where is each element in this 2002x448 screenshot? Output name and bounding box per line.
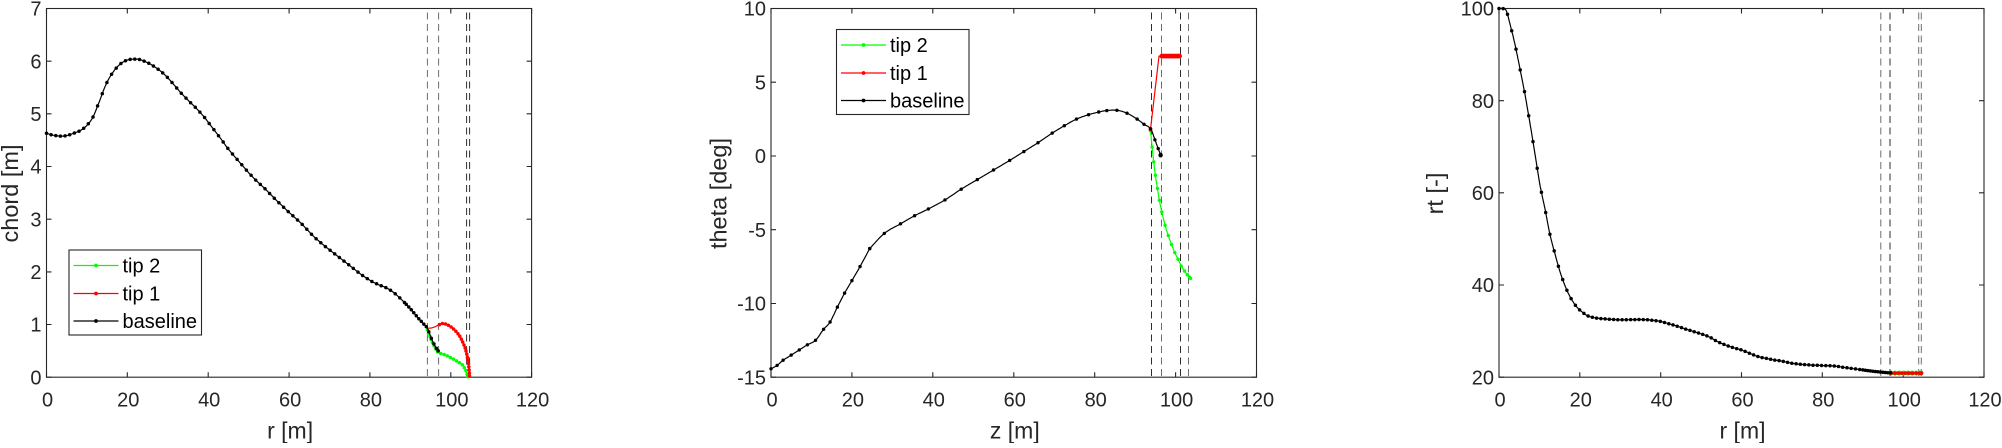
svg-text:100: 100	[1461, 0, 1494, 21]
svg-text:baseline: baseline	[890, 91, 965, 113]
svg-text:100: 100	[1160, 390, 1193, 412]
svg-text:tip 1: tip 1	[123, 284, 161, 306]
svg-text:r [m]: r [m]	[267, 418, 313, 444]
svg-text:r [m]: r [m]	[1720, 418, 1766, 444]
svg-text:z [m]: z [m]	[990, 418, 1040, 444]
svg-text:20: 20	[117, 390, 139, 412]
svg-text:tip 2: tip 2	[890, 35, 928, 57]
svg-text:120: 120	[1241, 390, 1274, 412]
svg-text:0: 0	[42, 390, 53, 412]
svg-text:40: 40	[1472, 275, 1494, 297]
svg-text:0: 0	[1494, 390, 1505, 412]
svg-text:tip 1: tip 1	[890, 63, 928, 85]
svg-text:theta [deg]: theta [deg]	[706, 138, 732, 249]
svg-text:-5: -5	[748, 220, 766, 242]
svg-text:1: 1	[30, 315, 41, 337]
svg-text:-10: -10	[737, 294, 766, 316]
svg-text:100: 100	[1888, 390, 1921, 412]
svg-text:20: 20	[842, 390, 864, 412]
svg-text:rt [-]: rt [-]	[1422, 173, 1448, 215]
svg-text:-15: -15	[737, 367, 766, 389]
svg-text:120: 120	[1968, 390, 2001, 412]
svg-text:40: 40	[1651, 390, 1673, 412]
svg-text:20: 20	[1570, 390, 1592, 412]
svg-text:60: 60	[279, 390, 301, 412]
svg-text:6: 6	[30, 51, 41, 73]
svg-text:120: 120	[516, 390, 549, 412]
svg-text:40: 40	[923, 390, 945, 412]
svg-text:40: 40	[198, 390, 220, 412]
svg-text:0: 0	[30, 367, 41, 389]
svg-text:20: 20	[1472, 367, 1494, 389]
svg-text:60: 60	[1472, 183, 1494, 205]
svg-text:5: 5	[30, 104, 41, 126]
svg-text:4: 4	[30, 157, 41, 179]
svg-text:80: 80	[1812, 390, 1834, 412]
svg-text:60: 60	[1731, 390, 1753, 412]
svg-text:0: 0	[766, 390, 777, 412]
svg-text:7: 7	[30, 0, 41, 21]
svg-text:5: 5	[755, 72, 766, 94]
svg-text:80: 80	[360, 390, 382, 412]
svg-text:80: 80	[1472, 91, 1494, 113]
svg-text:chord [m]: chord [m]	[0, 145, 23, 243]
svg-text:tip 2: tip 2	[123, 256, 161, 278]
svg-text:10: 10	[744, 0, 766, 21]
svg-text:100: 100	[435, 390, 468, 412]
svg-text:baseline: baseline	[123, 311, 198, 333]
svg-text:2: 2	[30, 262, 41, 284]
svg-text:60: 60	[1004, 390, 1026, 412]
svg-text:0: 0	[755, 146, 766, 168]
svg-text:3: 3	[30, 209, 41, 231]
svg-text:80: 80	[1085, 390, 1107, 412]
